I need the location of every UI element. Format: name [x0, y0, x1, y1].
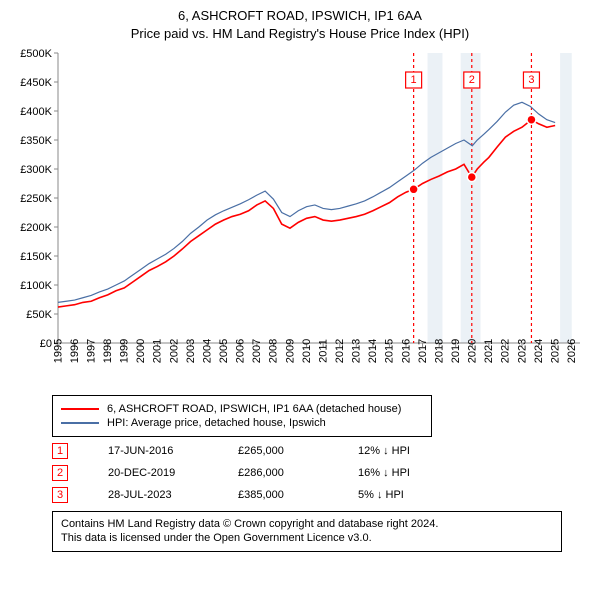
svg-text:2017: 2017	[417, 339, 429, 363]
svg-text:1995: 1995	[52, 339, 64, 363]
title-subtitle: Price paid vs. HM Land Registry's House …	[10, 26, 590, 41]
svg-text:1997: 1997	[85, 339, 97, 363]
sale-price: £385,000	[238, 489, 318, 501]
svg-text:£150K: £150K	[20, 251, 52, 263]
legend-row-price-paid: 6, ASHCROFT ROAD, IPSWICH, IP1 6AA (deta…	[61, 403, 423, 415]
svg-text:£250K: £250K	[20, 193, 52, 205]
svg-text:2022: 2022	[500, 339, 512, 363]
legend-swatch	[61, 408, 99, 410]
svg-text:2013: 2013	[351, 339, 363, 363]
svg-text:2008: 2008	[268, 339, 280, 363]
svg-text:2015: 2015	[384, 339, 396, 363]
sale-delta: 16% ↓ HPI	[358, 467, 448, 479]
svg-text:1: 1	[411, 74, 417, 86]
svg-text:£100K: £100K	[20, 280, 52, 292]
sale-date: 20-DEC-2019	[108, 467, 198, 479]
svg-text:2009: 2009	[284, 339, 296, 363]
svg-text:2001: 2001	[152, 339, 164, 363]
svg-text:2016: 2016	[400, 339, 412, 363]
svg-text:£50K: £50K	[26, 309, 52, 321]
svg-text:1999: 1999	[119, 339, 131, 363]
svg-text:1998: 1998	[102, 339, 114, 363]
svg-text:2023: 2023	[516, 339, 528, 363]
svg-text:2006: 2006	[235, 339, 247, 363]
footer-line: This data is licensed under the Open Gov…	[61, 531, 553, 545]
svg-text:2002: 2002	[168, 339, 180, 363]
sale-row: 1 17-JUN-2016 £265,000 12% ↓ HPI	[52, 443, 590, 459]
svg-text:2: 2	[469, 74, 475, 86]
chart-container: 6, ASHCROFT ROAD, IPSWICH, IP1 6AA Price…	[0, 0, 600, 590]
svg-text:2012: 2012	[334, 339, 346, 363]
sale-badge: 3	[52, 487, 68, 503]
sale-row: 2 20-DEC-2019 £286,000 16% ↓ HPI	[52, 465, 590, 481]
svg-text:2020: 2020	[467, 339, 479, 363]
sale-price: £265,000	[238, 445, 318, 457]
svg-text:£350K: £350K	[20, 135, 52, 147]
legend: 6, ASHCROFT ROAD, IPSWICH, IP1 6AA (deta…	[52, 395, 432, 437]
sale-date: 17-JUN-2016	[108, 445, 198, 457]
legend-swatch	[61, 422, 99, 424]
svg-text:3: 3	[528, 74, 534, 86]
svg-text:2019: 2019	[450, 339, 462, 363]
chart-area: £0 £50K £100K £150K £200K £250K £300K £350K £400…	[10, 47, 590, 387]
footer-attribution: Contains HM Land Registry data © Crown c…	[52, 511, 562, 552]
sale-row: 3 28-JUL-2023 £385,000 5% ↓ HPI	[52, 487, 590, 503]
sale-price: £286,000	[238, 467, 318, 479]
svg-text:2004: 2004	[201, 339, 213, 363]
svg-text:2024: 2024	[533, 339, 545, 363]
line-chart: £0 £50K £100K £150K £200K £250K £300K £350K £400…	[10, 47, 590, 387]
svg-text:£500K: £500K	[20, 48, 52, 60]
sales-table: 1 17-JUN-2016 £265,000 12% ↓ HPI 2 20-DE…	[52, 443, 590, 503]
svg-text:£0: £0	[40, 338, 52, 350]
legend-label: 6, ASHCROFT ROAD, IPSWICH, IP1 6AA (deta…	[107, 403, 401, 415]
sale-badge: 2	[52, 465, 68, 481]
svg-text:2005: 2005	[218, 339, 230, 363]
sale-date: 28-JUL-2023	[108, 489, 198, 501]
svg-text:2003: 2003	[185, 339, 197, 363]
svg-text:2011: 2011	[317, 339, 329, 363]
title-block: 6, ASHCROFT ROAD, IPSWICH, IP1 6AA Price…	[10, 8, 590, 41]
legend-row-hpi: HPI: Average price, detached house, Ipsw…	[61, 417, 423, 429]
svg-text:2000: 2000	[135, 339, 147, 363]
svg-text:2007: 2007	[251, 339, 263, 363]
svg-text:2014: 2014	[367, 339, 379, 363]
svg-text:£450K: £450K	[20, 77, 52, 89]
svg-text:£400K: £400K	[20, 106, 52, 118]
svg-text:£200K: £200K	[20, 222, 52, 234]
sale-delta: 5% ↓ HPI	[358, 489, 448, 501]
legend-label: HPI: Average price, detached house, Ipsw…	[107, 417, 326, 429]
title-address: 6, ASHCROFT ROAD, IPSWICH, IP1 6AA	[10, 8, 590, 23]
sale-badge: 1	[52, 443, 68, 459]
footer-line: Contains HM Land Registry data © Crown c…	[61, 517, 553, 531]
svg-text:2018: 2018	[433, 339, 445, 363]
sale-delta: 12% ↓ HPI	[358, 445, 448, 457]
svg-text:1996: 1996	[69, 339, 81, 363]
svg-text:2021: 2021	[483, 339, 495, 363]
svg-text:£300K: £300K	[20, 164, 52, 176]
svg-text:2026: 2026	[566, 339, 578, 363]
svg-text:2010: 2010	[301, 339, 313, 363]
svg-text:2025: 2025	[549, 339, 561, 363]
